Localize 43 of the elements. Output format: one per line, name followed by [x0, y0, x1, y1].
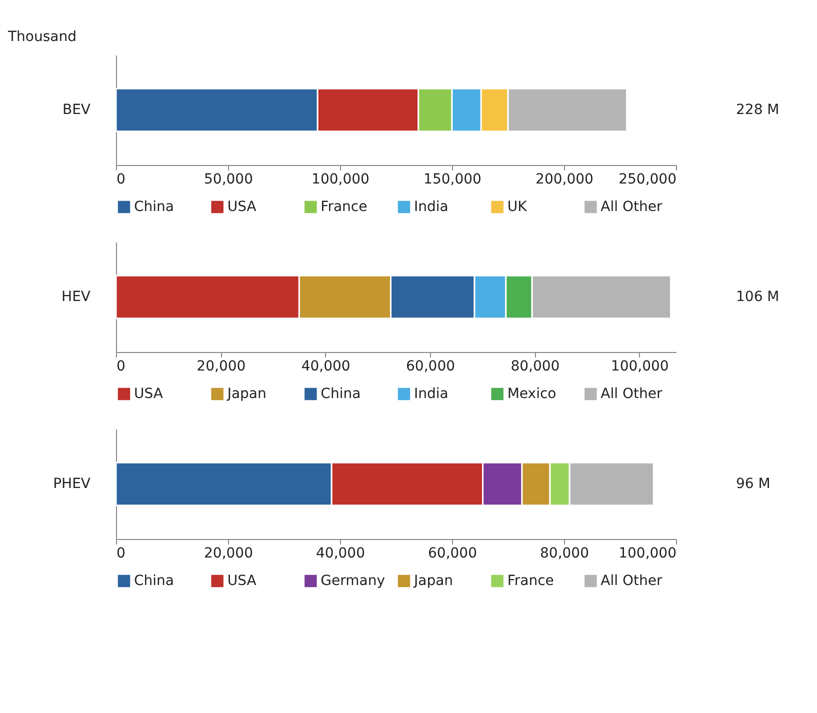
legend-label: India: [414, 386, 448, 402]
legend-label: China: [134, 573, 174, 589]
x-tick-label: 20,000: [204, 546, 253, 562]
legend-label: Japan: [413, 573, 454, 589]
y-tick-label: PHEV: [53, 476, 91, 492]
x-tick-label: 40,000: [301, 358, 350, 374]
text: 96 M: [736, 476, 770, 492]
x-tick-label: 20,000: [196, 358, 246, 374]
x-tick-label: 100,000: [618, 546, 676, 562]
x-tick-label: 100,000: [610, 358, 669, 374]
x-tick-label: 80,000: [510, 358, 560, 374]
legend-label: India: [414, 199, 448, 215]
x-tick-label: 250,000: [618, 172, 676, 188]
legend-label: Mexico: [507, 386, 556, 402]
text: 228 M: [736, 102, 780, 118]
x-tick-label: 60,000: [406, 358, 456, 374]
y-tick-label: BEV: [62, 102, 91, 118]
legend-label: China: [134, 199, 174, 215]
legend-label: China: [320, 386, 361, 402]
legend-label: USA: [227, 573, 257, 589]
legend-label: All Other: [600, 386, 662, 402]
text: 106 M: [736, 289, 780, 305]
x-tick-label: 200,000: [536, 172, 594, 188]
x-tick-label: 0: [116, 546, 126, 562]
y-axis-title: Thousand: [7, 29, 76, 45]
x-tick-label: 60,000: [428, 546, 477, 562]
x-tick-label: 50,000: [204, 172, 253, 188]
legend-label: UK: [507, 199, 528, 215]
legend-label: All Other: [600, 199, 662, 215]
legend-label: All Other: [600, 573, 662, 589]
x-tick-label: 0: [116, 172, 126, 188]
legend-label: USA: [227, 199, 257, 215]
x-tick-label: 80,000: [540, 546, 589, 562]
y-tick-label: HEV: [62, 289, 91, 305]
x-tick-label: 40,000: [316, 546, 365, 562]
x-tick-label: 150,000: [424, 172, 482, 188]
x-tick-label: 100,000: [312, 172, 370, 188]
legend-label: France: [507, 573, 554, 589]
legend-label: Germany: [320, 573, 386, 589]
x-tick-label: 0: [116, 358, 126, 374]
legend-label: France: [320, 199, 368, 215]
legend-label: USA: [134, 386, 164, 402]
legend-label: Japan: [226, 386, 266, 402]
